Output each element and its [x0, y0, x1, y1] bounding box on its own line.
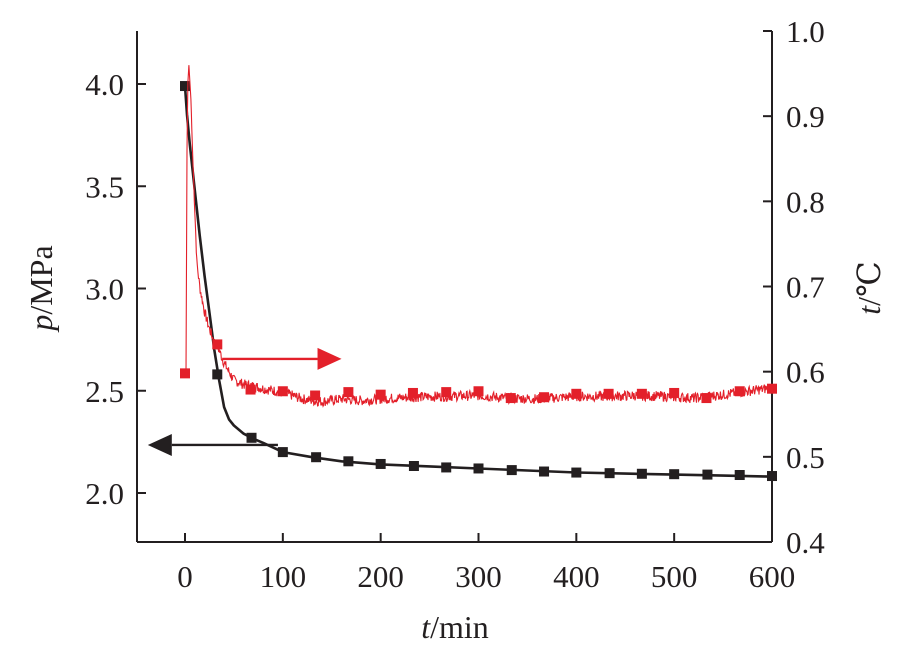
left-tick-label: 4.0 — [85, 67, 124, 102]
x-tick-label: 200 — [357, 559, 404, 594]
pressure-point — [246, 432, 257, 443]
series — [180, 65, 777, 482]
axis-arrow-head — [317, 347, 342, 370]
temperature-point — [767, 383, 777, 394]
pressure-point — [343, 456, 354, 467]
right-axis-title: t/℃ — [851, 261, 887, 315]
temperature-point — [441, 387, 452, 398]
right-tick-label: 0.6 — [786, 355, 825, 390]
temperature-point — [571, 388, 582, 399]
temperature-point — [473, 386, 484, 397]
pressure-point — [441, 462, 452, 473]
labels: t/min p/MPa t/℃ — [23, 245, 887, 645]
pressure-point — [212, 369, 223, 380]
axis-arrow-head — [147, 433, 172, 456]
pressure-point — [669, 469, 680, 480]
pressure-series-line — [183, 85, 773, 478]
left-tick-label: 2.5 — [85, 374, 124, 409]
x-tick-label: 400 — [553, 559, 600, 594]
temperature-point — [310, 390, 321, 401]
right-tick-label: 0.7 — [786, 270, 825, 305]
x-tick-label: 0 — [177, 559, 193, 594]
pressure-point — [539, 466, 550, 477]
temperature-point — [701, 393, 712, 404]
pressure-point — [277, 447, 288, 458]
left-axis-title: p/MPa — [23, 245, 59, 332]
x-axis-title: t/min — [421, 609, 489, 645]
right-tick-label: 0.9 — [786, 99, 825, 134]
temperature-point — [734, 386, 745, 397]
temperature-series-line — [185, 65, 773, 408]
temperature-point — [245, 384, 256, 395]
temperature-point — [669, 387, 680, 398]
x-tick-label: 600 — [749, 559, 796, 594]
left-tick-label: 3.5 — [85, 169, 124, 204]
pressure-point — [636, 468, 647, 479]
temperature-point — [603, 388, 614, 399]
pressure-point — [311, 452, 322, 463]
temperature-point — [212, 339, 223, 350]
pressure-point — [506, 465, 517, 476]
temperature-point — [375, 389, 386, 400]
right-tick-label: 0.8 — [786, 184, 825, 219]
pressure-point — [375, 458, 386, 469]
right-tick-label: 0.5 — [786, 440, 825, 475]
temperature-point — [343, 387, 354, 398]
pressure-point — [473, 463, 484, 474]
pressure-point — [180, 81, 190, 92]
pressure-point — [702, 469, 713, 480]
temperature-point — [407, 387, 418, 398]
annotations — [147, 347, 342, 456]
x-tick-label: 100 — [260, 559, 307, 594]
temperature-point — [180, 368, 190, 379]
pressure-point — [604, 468, 615, 479]
right-tick-label: 1.0 — [786, 14, 825, 49]
temperature-point — [539, 392, 550, 403]
axes: 0 100 200 300 400 500 600 2.0 2.5 3.0 3.5 4.0 0.4 0.5… — [85, 14, 825, 594]
temperature-point — [505, 393, 516, 404]
x-tick-label: 500 — [651, 559, 698, 594]
left-tick-label: 3.0 — [85, 272, 124, 307]
pressure-point — [571, 467, 582, 478]
left-tick-label: 2.0 — [85, 476, 124, 511]
pressure-point — [767, 471, 777, 482]
pressure-point — [408, 461, 419, 472]
temperature-point — [277, 386, 288, 397]
x-tick-label: 300 — [455, 559, 502, 594]
temperature-point — [636, 388, 647, 399]
pressure-point — [734, 470, 745, 481]
right-tick-label: 0.4 — [786, 525, 825, 560]
